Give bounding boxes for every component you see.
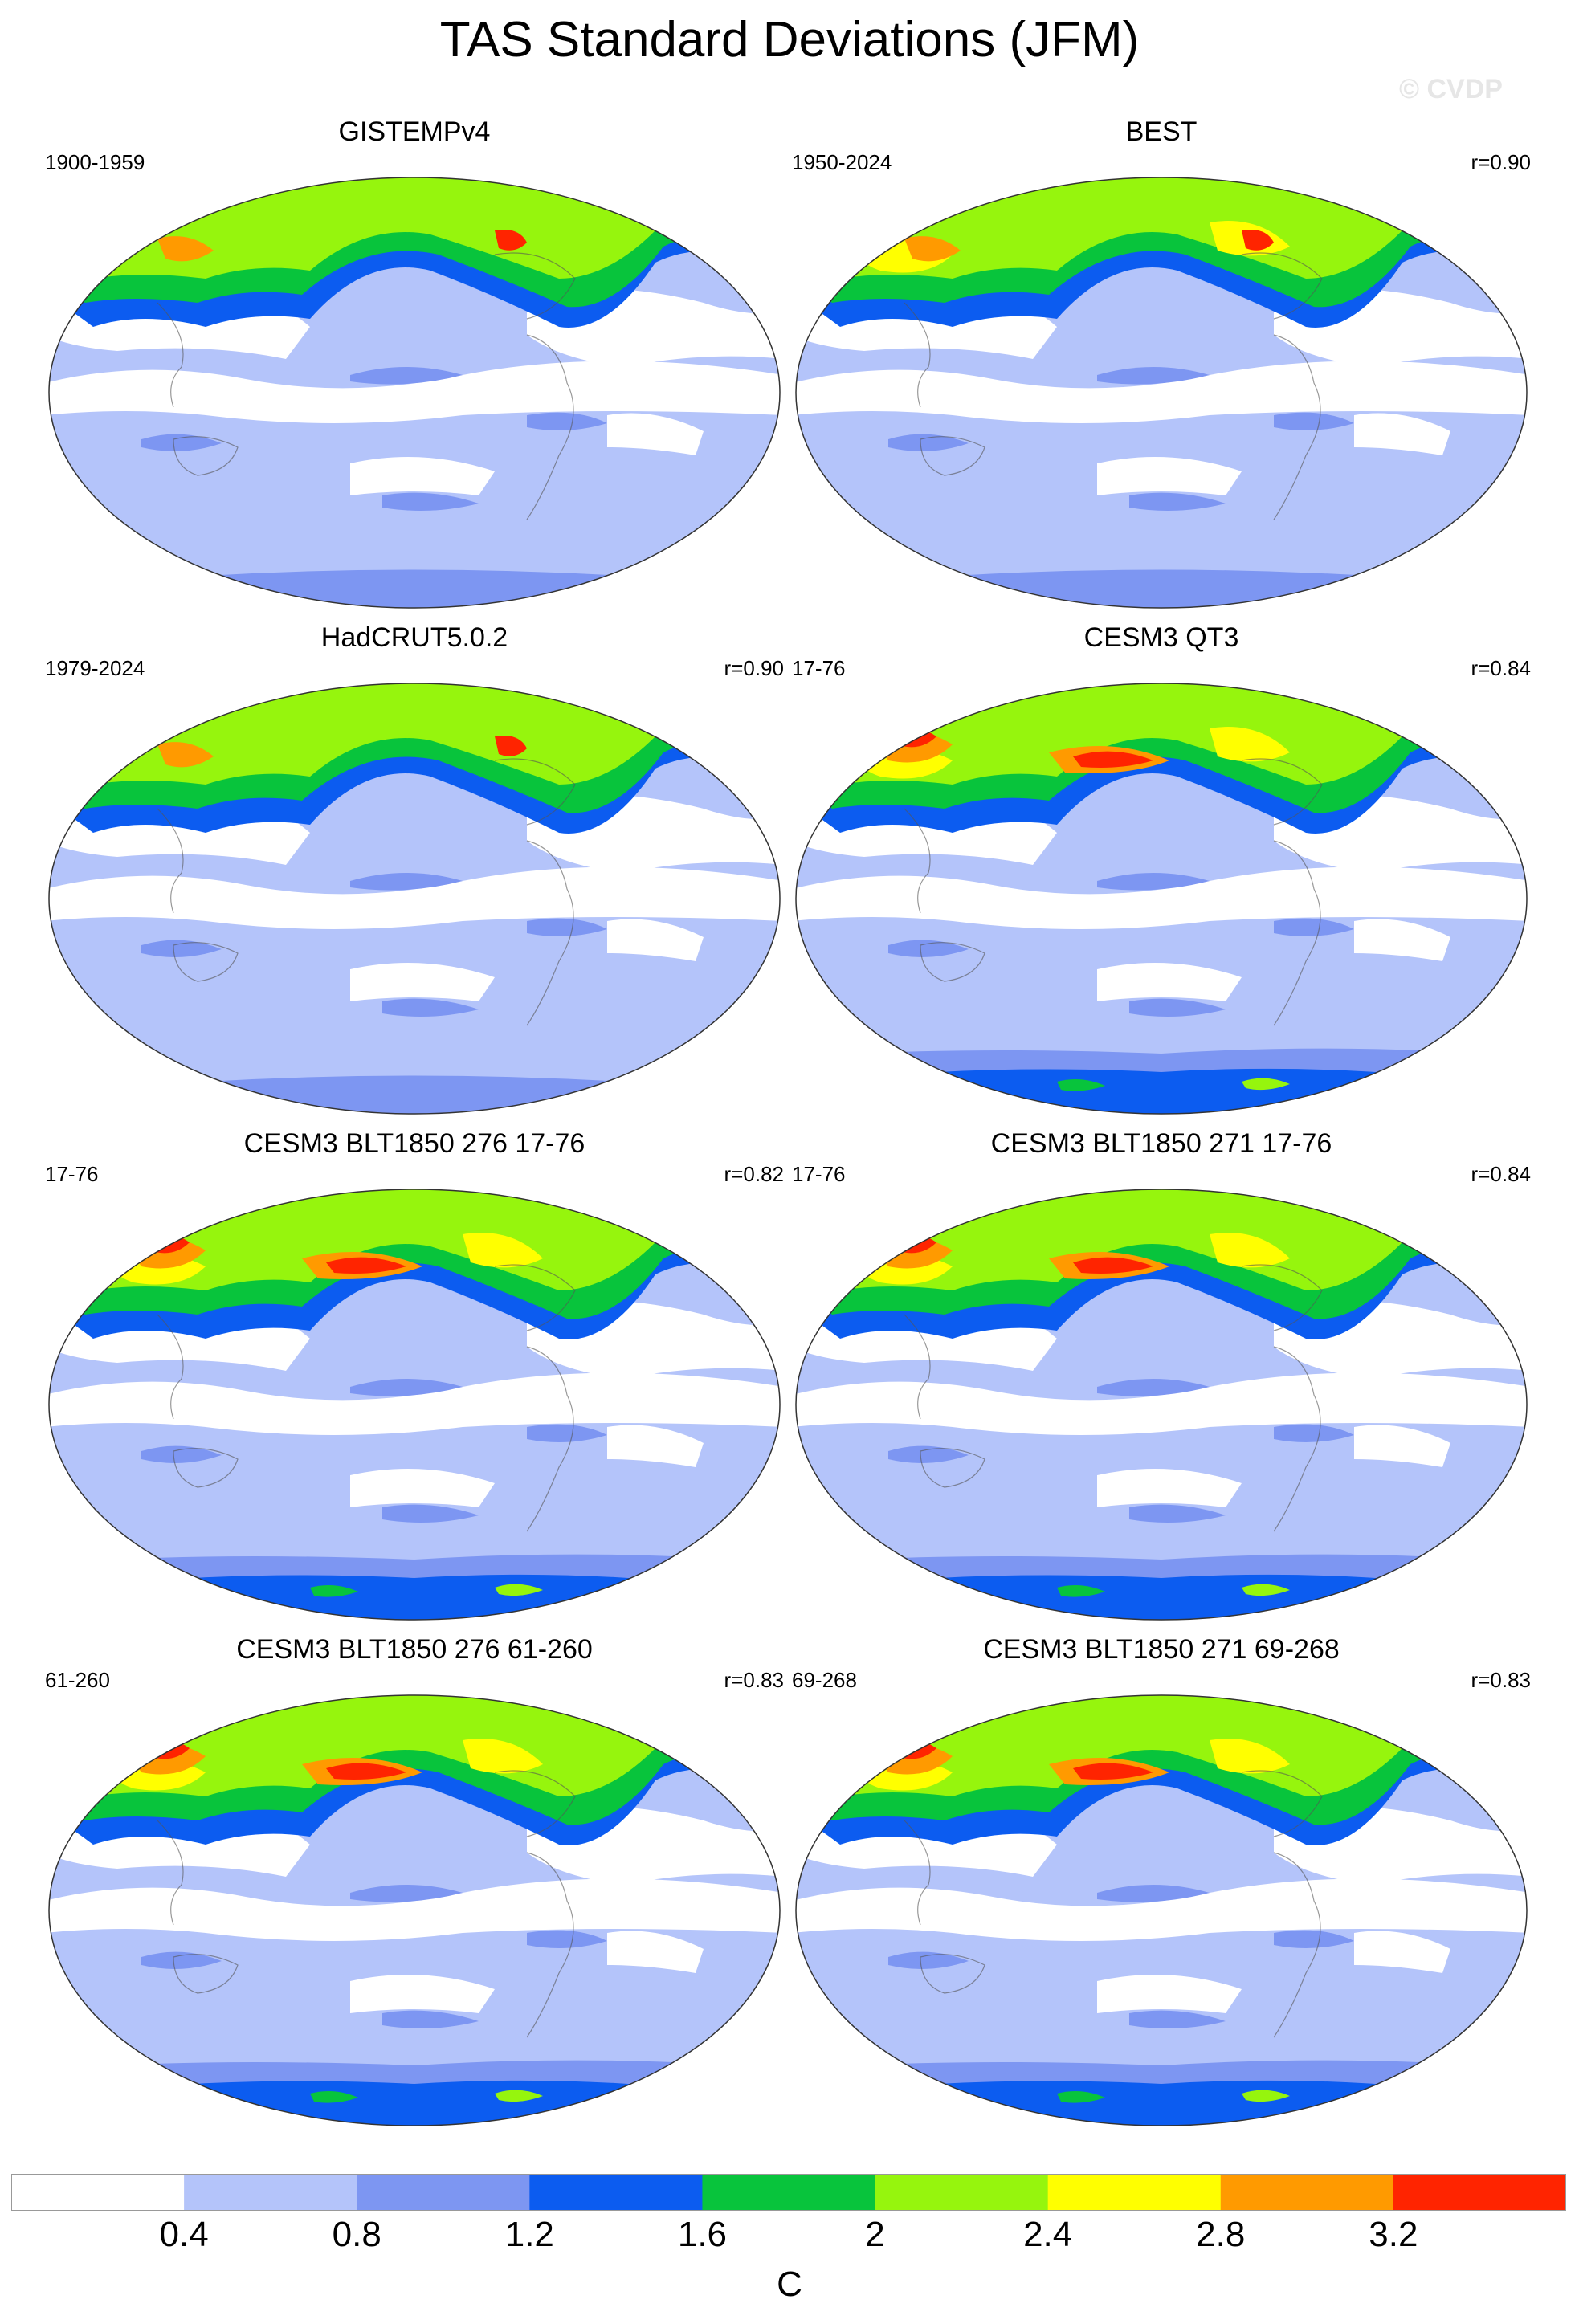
panel-period: 69-268 — [792, 1668, 857, 1692]
panel-title: CESM3 BLT1850 276 61-260 — [236, 1634, 593, 1665]
colorbar-tick-label: 2.8 — [1196, 2215, 1246, 2254]
colorbar-tick-label: 0.4 — [159, 2215, 209, 2254]
world-map — [795, 177, 1528, 609]
colorbar-tick-label: 1.6 — [677, 2215, 728, 2254]
panel-title: CESM3 QT3 — [1083, 622, 1239, 653]
map-panel: CESM3 QT3 17-76 r=0.84 — [792, 622, 1531, 1115]
colorbar-swatch — [529, 2174, 703, 2211]
colorbar-tick-label: 2 — [865, 2215, 885, 2254]
colorbar-units: C — [777, 2265, 802, 2304]
world-map — [795, 1189, 1528, 1621]
map-panel: CESM3 BLT1850 276 61-260 61-260 r=0.83 — [45, 1634, 784, 2126]
panel-title: CESM3 BLT1850 276 17-76 — [243, 1128, 585, 1159]
world-map — [795, 683, 1528, 1115]
main-title: TAS Standard Deviations (JFM) — [439, 12, 1140, 67]
panel-correlation: r=0.82 — [724, 1162, 784, 1186]
colorbar-swatch — [184, 2174, 357, 2211]
world-map — [48, 1189, 781, 1621]
panel-period: 17-76 — [45, 1162, 99, 1186]
panel-title: GISTEMPv4 — [338, 116, 491, 147]
colorbar-tick-label: 2.4 — [1023, 2215, 1073, 2254]
map-panel: BEST 1950-2024 r=0.90 — [792, 116, 1531, 609]
colorbar-tick-label: 1.2 — [504, 2215, 554, 2254]
map-panel: CESM3 BLT1850 271 17-76 17-76 r=0.84 — [792, 1128, 1531, 1621]
copyright-watermark: © CVDP — [1399, 74, 1503, 104]
map-panel: HadCRUT5.0.2 1979-2024 r=0.90 — [45, 622, 784, 1115]
map-panel: GISTEMPv4 1900-1959 — [45, 116, 784, 609]
panel-correlation: r=0.84 — [1471, 1162, 1531, 1186]
panel-period: 1950-2024 — [792, 150, 892, 174]
panel-title: CESM3 BLT1850 271 69-268 — [983, 1634, 1340, 1665]
panel-title: HadCRUT5.0.2 — [320, 622, 508, 653]
panel-correlation: r=0.83 — [1471, 1668, 1531, 1692]
panel-title: BEST — [1125, 116, 1198, 147]
panel-period: 61-260 — [45, 1668, 110, 1692]
world-map — [48, 1694, 781, 2126]
panel-correlation: r=0.83 — [724, 1668, 784, 1692]
world-map — [795, 1694, 1528, 2126]
colorbar — [11, 2174, 1566, 2211]
colorbar-swatch — [702, 2174, 876, 2211]
map-panel: CESM3 BLT1850 276 17-76 17-76 r=0.82 — [45, 1128, 784, 1621]
colorbar-tick-label: 0.8 — [332, 2215, 381, 2254]
colorbar-swatch — [1393, 2174, 1566, 2211]
colorbar-tick-label: 3.2 — [1369, 2215, 1418, 2254]
panel-period: 17-76 — [792, 656, 846, 680]
panel-period: 1979-2024 — [45, 656, 145, 680]
panel-period: 1900-1959 — [45, 150, 145, 174]
world-map — [48, 683, 781, 1115]
world-map — [48, 177, 781, 609]
colorbar-swatch — [1220, 2174, 1394, 2211]
map-panel: CESM3 BLT1850 271 69-268 69-268 r=0.83 — [792, 1634, 1531, 2126]
panel-correlation: r=0.90 — [1471, 150, 1531, 174]
colorbar-swatch — [357, 2174, 530, 2211]
panel-correlation: r=0.84 — [1471, 656, 1531, 680]
colorbar-swatch — [11, 2174, 185, 2211]
panel-correlation: r=0.90 — [724, 656, 784, 680]
panel-title: CESM3 BLT1850 271 17-76 — [990, 1128, 1332, 1159]
panel-period: 17-76 — [792, 1162, 846, 1186]
colorbar-swatch — [1047, 2174, 1222, 2211]
colorbar-swatch — [875, 2174, 1049, 2211]
